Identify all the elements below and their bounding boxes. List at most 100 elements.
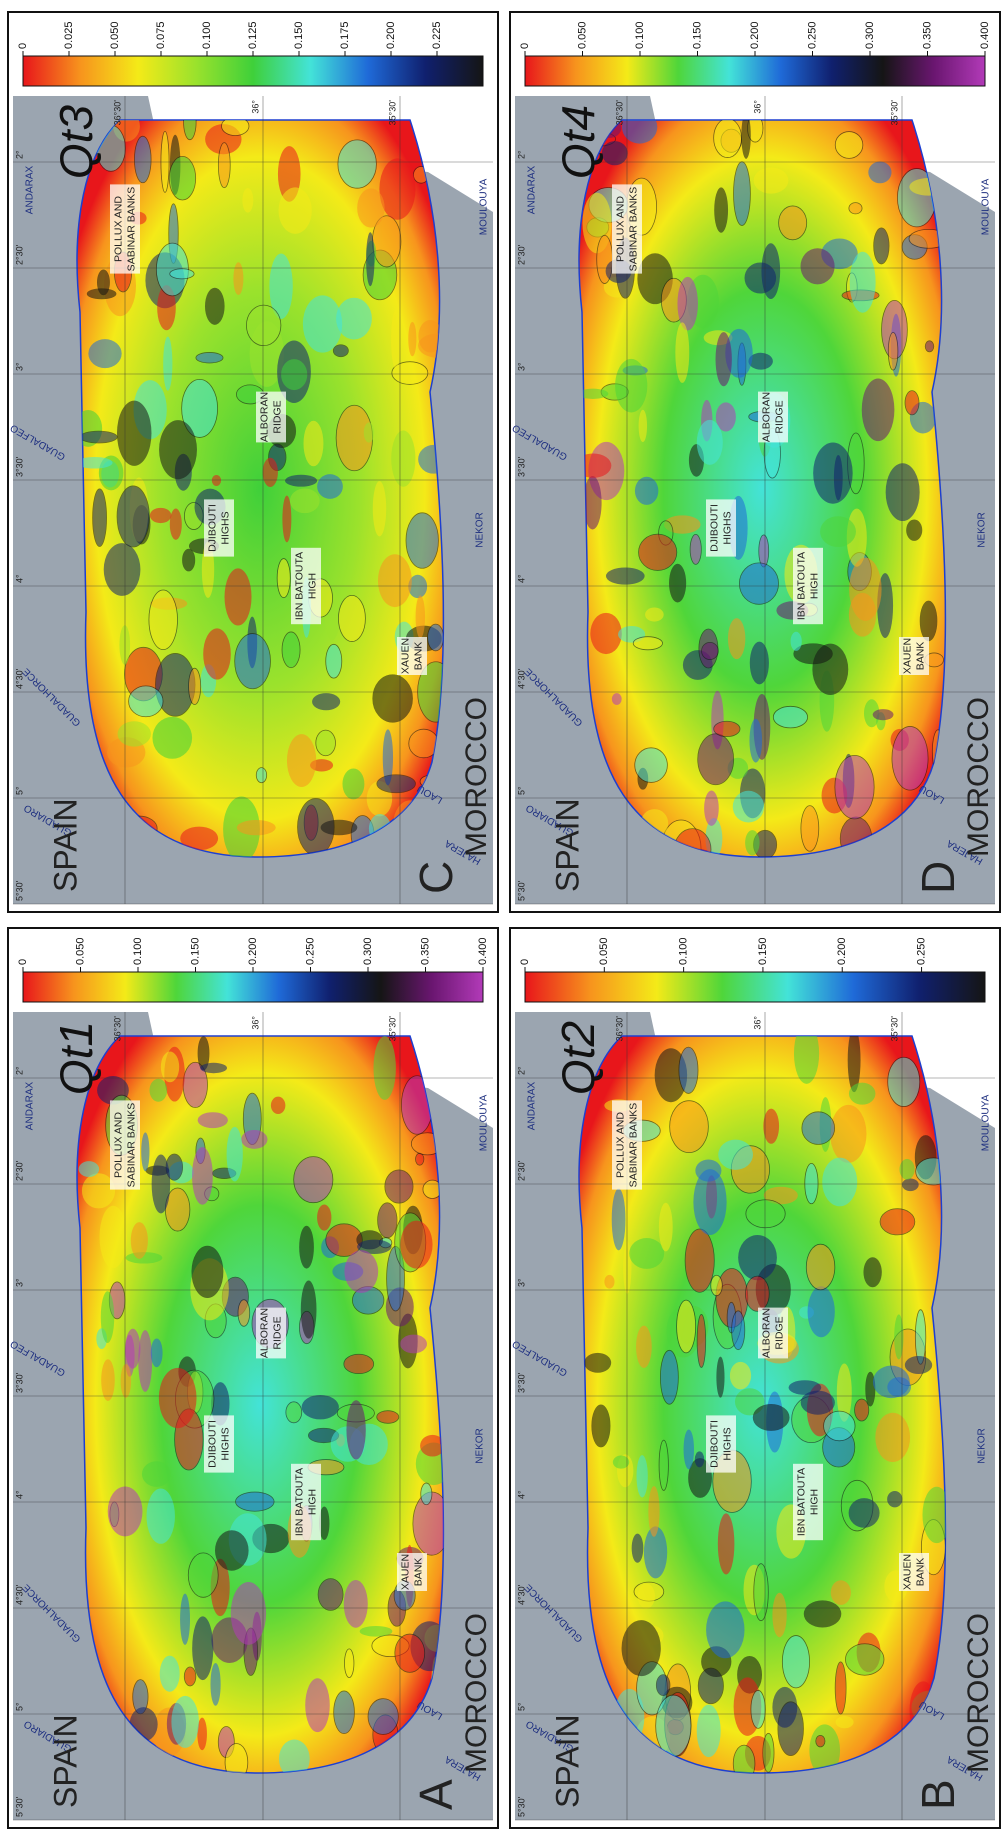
patch: [299, 1226, 314, 1269]
patch: [189, 668, 201, 704]
longitude-label: 2°: [14, 1066, 24, 1075]
patch: [138, 1330, 152, 1392]
patch: [161, 1052, 179, 1083]
longitude-label: 2°30': [14, 244, 24, 265]
patch: [808, 1286, 835, 1337]
patch: [160, 1656, 180, 1692]
patch: [379, 158, 415, 219]
patch: [416, 595, 425, 638]
patch: [714, 721, 740, 736]
river-label: MOULOUYA: [981, 178, 992, 235]
patch: [277, 559, 290, 598]
longitude-label: 3°30': [14, 1372, 24, 1393]
longitude-label: 5°30': [516, 1796, 526, 1817]
patch: [685, 1229, 714, 1292]
panel-title: Qt2: [552, 1021, 604, 1095]
colorbar-tick-label: 0.250: [806, 21, 818, 49]
river-label: ANDARAX: [25, 1082, 36, 1131]
place-label: POLLUX AND: [614, 1112, 626, 1178]
colorbar: [525, 972, 985, 1002]
colorbar-tick-label: 0.200: [836, 937, 848, 965]
patch: [750, 642, 769, 685]
patch: [286, 1402, 302, 1423]
longitude-label: 2°30': [516, 1160, 526, 1181]
longitude-label: 5°: [14, 786, 24, 795]
patch: [849, 1498, 880, 1528]
patch: [171, 1696, 199, 1748]
patch: [231, 1582, 266, 1645]
patch: [751, 1690, 765, 1728]
patch: [385, 1170, 413, 1203]
patch: [830, 1105, 866, 1163]
patch: [183, 549, 195, 571]
place-label: HIGH: [306, 573, 318, 599]
patch: [416, 1153, 424, 1165]
river-label: ANDARAX: [25, 166, 36, 215]
patch: [906, 519, 922, 540]
patch: [656, 1695, 691, 1757]
colorbar-tick-label: 0.100: [132, 937, 144, 965]
patch: [428, 624, 444, 651]
longitude-label: 3°: [516, 1278, 526, 1287]
patch: [366, 232, 374, 286]
colorbar-tick-label: 0.150: [189, 937, 201, 965]
patch: [159, 1368, 197, 1428]
colorbar-tick-label: 0.250: [915, 937, 927, 965]
patch: [100, 1206, 127, 1268]
place-label: BANK: [914, 642, 926, 671]
patch: [697, 420, 723, 465]
patch: [117, 401, 152, 466]
patch: [338, 595, 365, 641]
longitude-label: 3°30': [516, 456, 526, 477]
patch: [163, 337, 172, 391]
patch: [677, 277, 697, 331]
page: { "map": { "land": ["SPAIN", "MOROCCO"],…: [0, 0, 1003, 1840]
patch: [739, 563, 778, 604]
patch: [344, 1250, 378, 1293]
patch: [118, 721, 151, 746]
land-label: SPAIN: [549, 1714, 585, 1808]
patch: [317, 474, 343, 499]
patch: [391, 430, 415, 486]
patch: [669, 564, 686, 603]
patch: [205, 288, 225, 325]
patch: [210, 1663, 220, 1706]
place-label: DJIBOUTI: [206, 1420, 218, 1468]
patch: [360, 1626, 393, 1637]
patch: [333, 345, 348, 357]
patch: [845, 1644, 884, 1675]
patch: [584, 476, 602, 530]
longitude-label: 3°: [14, 362, 24, 371]
patch: [218, 143, 230, 188]
river-label: MOULOUYA: [479, 1094, 490, 1151]
colorbar-tick-label: 0.350: [921, 21, 933, 49]
patch: [93, 489, 107, 547]
patch: [804, 1600, 842, 1627]
longitude-label: 5°30': [14, 880, 24, 901]
patch: [88, 339, 121, 368]
patch: [850, 252, 876, 313]
place-label: ALBORAN: [258, 1308, 270, 1358]
colorbar-tick-label: 0: [17, 959, 29, 965]
patch: [129, 686, 163, 717]
patch: [373, 481, 386, 536]
colorbar: [525, 56, 985, 86]
patch: [902, 1178, 919, 1191]
patch: [151, 1338, 163, 1367]
colorbar: [23, 56, 483, 86]
river-label: ANDARAX: [527, 166, 538, 215]
patch: [312, 693, 340, 710]
patch: [648, 1486, 659, 1537]
longitude-label: 5°: [516, 1702, 526, 1711]
patch: [849, 1083, 875, 1105]
colorbar-tick-label: 0.200: [749, 21, 761, 49]
latitude-label: 36°: [752, 100, 762, 114]
longitude-label: 5°: [516, 786, 526, 795]
patch: [271, 1097, 285, 1114]
patch: [101, 1291, 114, 1343]
patch: [773, 706, 807, 728]
colorbar-tick-label: 0.200: [385, 21, 397, 49]
patch: [235, 634, 271, 689]
patch: [801, 248, 835, 284]
patch: [290, 488, 320, 513]
